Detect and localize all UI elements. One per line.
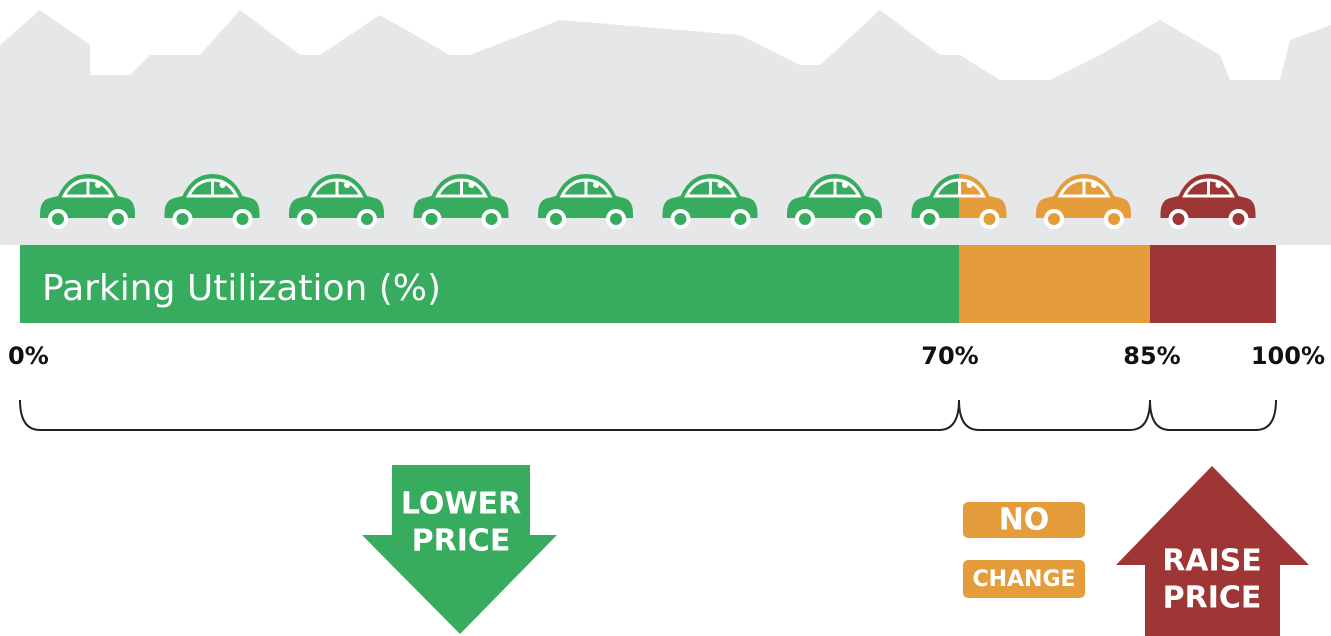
car-wheel [421, 209, 442, 229]
car-driver [1215, 182, 1222, 188]
car-window [959, 178, 986, 198]
car-driver [468, 182, 475, 188]
car-window [1182, 178, 1235, 198]
car-wheel [232, 209, 253, 229]
bar-segment [1150, 245, 1276, 323]
car-wheel [979, 209, 1000, 229]
car-wheel [1044, 209, 1064, 229]
car-wheel [481, 209, 502, 229]
action-text: PRICE [1163, 581, 1262, 616]
car-driver [95, 182, 101, 188]
car-wheel [1168, 209, 1189, 229]
car-driver [1091, 182, 1097, 188]
no-box [963, 502, 1085, 538]
car-window [435, 178, 488, 198]
bar-label: Parking Utilization (%) [42, 268, 441, 309]
car-window [1057, 178, 1111, 198]
car-wheel [730, 209, 751, 229]
action-text: PRICE [412, 524, 511, 559]
car-wheel [795, 209, 815, 229]
bracket [19, 399, 1277, 431]
car-wheel [172, 209, 193, 229]
lower-arrow [362, 465, 557, 634]
car-part [959, 174, 1007, 229]
utilization-bar [20, 245, 1276, 323]
bar-segment [20, 245, 959, 323]
car-driver [842, 182, 848, 188]
action-text: NO [999, 503, 1050, 538]
change-box [963, 560, 1085, 598]
car-wheel [108, 209, 128, 229]
car-wheel [1104, 209, 1124, 229]
car-window [684, 178, 737, 198]
tick-label: 0% [8, 342, 49, 370]
car-wheel [606, 209, 626, 229]
action-text: CHANGE [972, 567, 1075, 592]
car-wheel [48, 209, 68, 229]
car-wheel [919, 209, 940, 229]
car-wheel [546, 209, 566, 229]
car-wheel [1228, 209, 1249, 229]
car-driver [966, 182, 973, 188]
car-wheel [855, 209, 875, 229]
car-window [310, 178, 364, 198]
car-driver [219, 182, 226, 188]
car-window [61, 178, 115, 198]
car-wheel [357, 209, 377, 229]
action-text: LOWER [401, 487, 521, 522]
raise-arrow [1116, 466, 1309, 636]
tick-label: 70% [921, 342, 978, 370]
car-wheel [297, 209, 317, 229]
tick-label: 100% [1251, 342, 1325, 370]
car-window [933, 178, 959, 198]
tick-label: 85% [1123, 342, 1180, 370]
car-wheel [670, 209, 691, 229]
car-window [808, 178, 862, 198]
ticks: 0% 70% 85% 100% [8, 342, 1325, 370]
bar-segment [959, 245, 1150, 323]
cars [40, 174, 1256, 229]
car-driver [344, 182, 350, 188]
car-part [911, 174, 959, 229]
car-window [186, 178, 239, 198]
action-text: RAISE [1162, 544, 1262, 579]
car-driver [717, 182, 724, 188]
car-driver [593, 182, 599, 188]
car-window [559, 178, 613, 198]
